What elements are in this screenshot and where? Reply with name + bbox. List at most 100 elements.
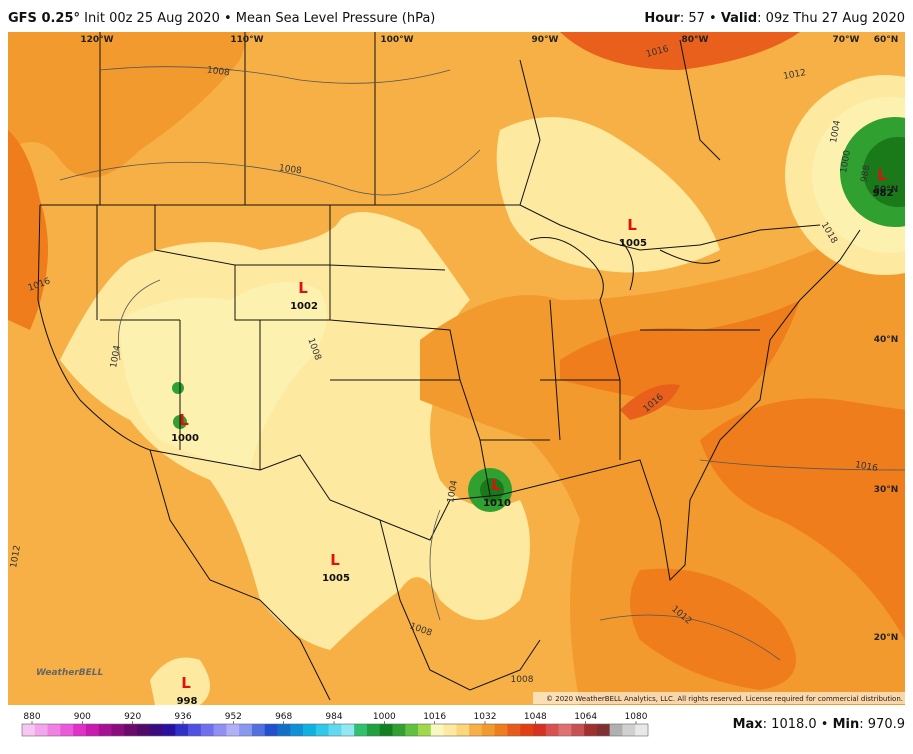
colorbar-swatch bbox=[418, 724, 432, 736]
min-label: Min bbox=[833, 717, 860, 732]
colorbar-swatch bbox=[494, 724, 508, 736]
footer-stats: Max: 1018.0 • Min: 970.9 bbox=[733, 717, 905, 732]
low-symbol: L bbox=[491, 476, 501, 494]
region bbox=[420, 230, 905, 705]
low-pressure: 1002 bbox=[290, 301, 318, 312]
colorbar-swatch bbox=[571, 724, 585, 736]
region bbox=[8, 32, 250, 178]
border bbox=[40, 204, 821, 251]
low-pressure: 1000 bbox=[171, 433, 199, 444]
colorbar-swatch bbox=[22, 724, 36, 736]
grid-label: 50°N bbox=[874, 185, 899, 195]
colorbar-frame bbox=[21, 723, 649, 737]
low-pressure: 1005 bbox=[322, 573, 350, 584]
valid-label: Valid bbox=[721, 11, 757, 26]
border bbox=[149, 449, 541, 701]
isobar-label: 1000 bbox=[839, 149, 853, 174]
colorbar-swatch bbox=[430, 724, 444, 736]
colorbar-swatch bbox=[124, 724, 138, 736]
isobar-label: 1012 bbox=[783, 68, 807, 82]
isobar-label: 1008 bbox=[511, 675, 534, 685]
low-symbol: L bbox=[330, 551, 340, 569]
region bbox=[700, 398, 905, 640]
min: : 970.9 bbox=[859, 717, 905, 732]
grid-label: 90°W bbox=[532, 35, 559, 45]
isobar-label: 1008 bbox=[206, 65, 230, 78]
colorbar-swatch bbox=[175, 724, 189, 736]
colorbar-swatch bbox=[34, 724, 48, 736]
colorbar-swatch bbox=[596, 724, 610, 736]
colorbar-swatch bbox=[303, 724, 317, 736]
grid-label: 60°N bbox=[874, 35, 899, 45]
low-symbol: L bbox=[877, 166, 887, 184]
grid-label: 120°W bbox=[80, 35, 113, 45]
colorbar-tick-label: 952 bbox=[225, 712, 242, 722]
colorbar-tick-label: 1032 bbox=[474, 712, 497, 722]
copyright-bg bbox=[533, 692, 905, 704]
colorbar-swatch bbox=[609, 724, 623, 736]
border bbox=[99, 32, 721, 206]
colorbar-swatch bbox=[456, 724, 470, 736]
low-pressure: 998 bbox=[177, 696, 198, 707]
max: : 1018.0 • bbox=[763, 717, 833, 732]
low-pressure: 1005 bbox=[619, 238, 647, 249]
colorbar-swatch bbox=[392, 724, 406, 736]
region bbox=[560, 32, 800, 70]
colorbar-swatch bbox=[200, 724, 214, 736]
colorbar-swatch bbox=[443, 724, 457, 736]
isobar-label: 1004 bbox=[109, 344, 123, 369]
colorbar-tick-label: 1016 bbox=[423, 712, 446, 722]
grid-label: 20°N bbox=[874, 633, 899, 643]
colorbar-swatch bbox=[47, 724, 61, 736]
colorbar-swatch bbox=[622, 724, 636, 736]
isobar-label: 1004 bbox=[829, 119, 843, 144]
colorbar-swatch bbox=[315, 724, 329, 736]
colorbar-swatch bbox=[213, 724, 227, 736]
low-symbol: L bbox=[627, 216, 637, 234]
grid-label: 100°W bbox=[380, 35, 413, 45]
colorbar-swatch bbox=[520, 724, 534, 736]
colorbar-swatch bbox=[111, 724, 125, 736]
valid: : 09z Thu 27 Aug 2020 bbox=[757, 11, 905, 26]
region bbox=[496, 117, 720, 273]
low-pressure: 1010 bbox=[483, 498, 511, 509]
colorbar-swatch bbox=[379, 724, 393, 736]
colorbar-swatch bbox=[533, 724, 547, 736]
colorbar-swatch bbox=[507, 724, 521, 736]
colorbar-swatch bbox=[290, 724, 304, 736]
low-ring bbox=[172, 382, 184, 394]
border bbox=[37, 204, 861, 582]
colorbar-tick-label: 936 bbox=[174, 712, 191, 722]
colorbar-swatch bbox=[162, 724, 176, 736]
colorbar-swatch bbox=[328, 724, 342, 736]
colorbar-tick-label: 968 bbox=[275, 712, 292, 722]
header-title: GFS 0.25° Init 00z 25 Aug 2020 • Mean Se… bbox=[8, 11, 435, 26]
colorbar-swatch bbox=[545, 724, 559, 736]
colorbar-swatch bbox=[635, 724, 649, 736]
colorbar-tick-label: 1000 bbox=[373, 712, 396, 722]
colorbar-swatch bbox=[341, 724, 355, 736]
colorbar-tick-label: 1048 bbox=[524, 712, 547, 722]
colorbar-tick-label: 920 bbox=[124, 712, 141, 722]
logo: WeatherBELL bbox=[36, 668, 104, 678]
low-symbol: L bbox=[181, 674, 191, 692]
low-symbol: L bbox=[298, 279, 308, 297]
map bbox=[8, 32, 905, 705]
colorbar-tick-label: 984 bbox=[325, 712, 342, 722]
header-valid: Hour: 57 • Valid: 09z Thu 27 Aug 2020 bbox=[644, 11, 905, 26]
colorbar-swatch bbox=[469, 724, 483, 736]
region bbox=[630, 568, 796, 690]
grid-label: 30°N bbox=[874, 485, 899, 495]
low-symbol: L bbox=[179, 411, 189, 429]
colorbar-swatch bbox=[226, 724, 240, 736]
hour: : 57 • bbox=[680, 11, 721, 26]
colorbar-tick-label: 900 bbox=[74, 712, 91, 722]
max-label: Max bbox=[733, 717, 764, 732]
grid-label: 40°N bbox=[874, 335, 899, 345]
isobar-label: 1004 bbox=[446, 479, 460, 504]
colorbar-swatch bbox=[481, 724, 495, 736]
colorbar-swatch bbox=[60, 724, 74, 736]
grid-label: 70°W bbox=[833, 35, 860, 45]
hour-label: Hour bbox=[644, 11, 680, 26]
